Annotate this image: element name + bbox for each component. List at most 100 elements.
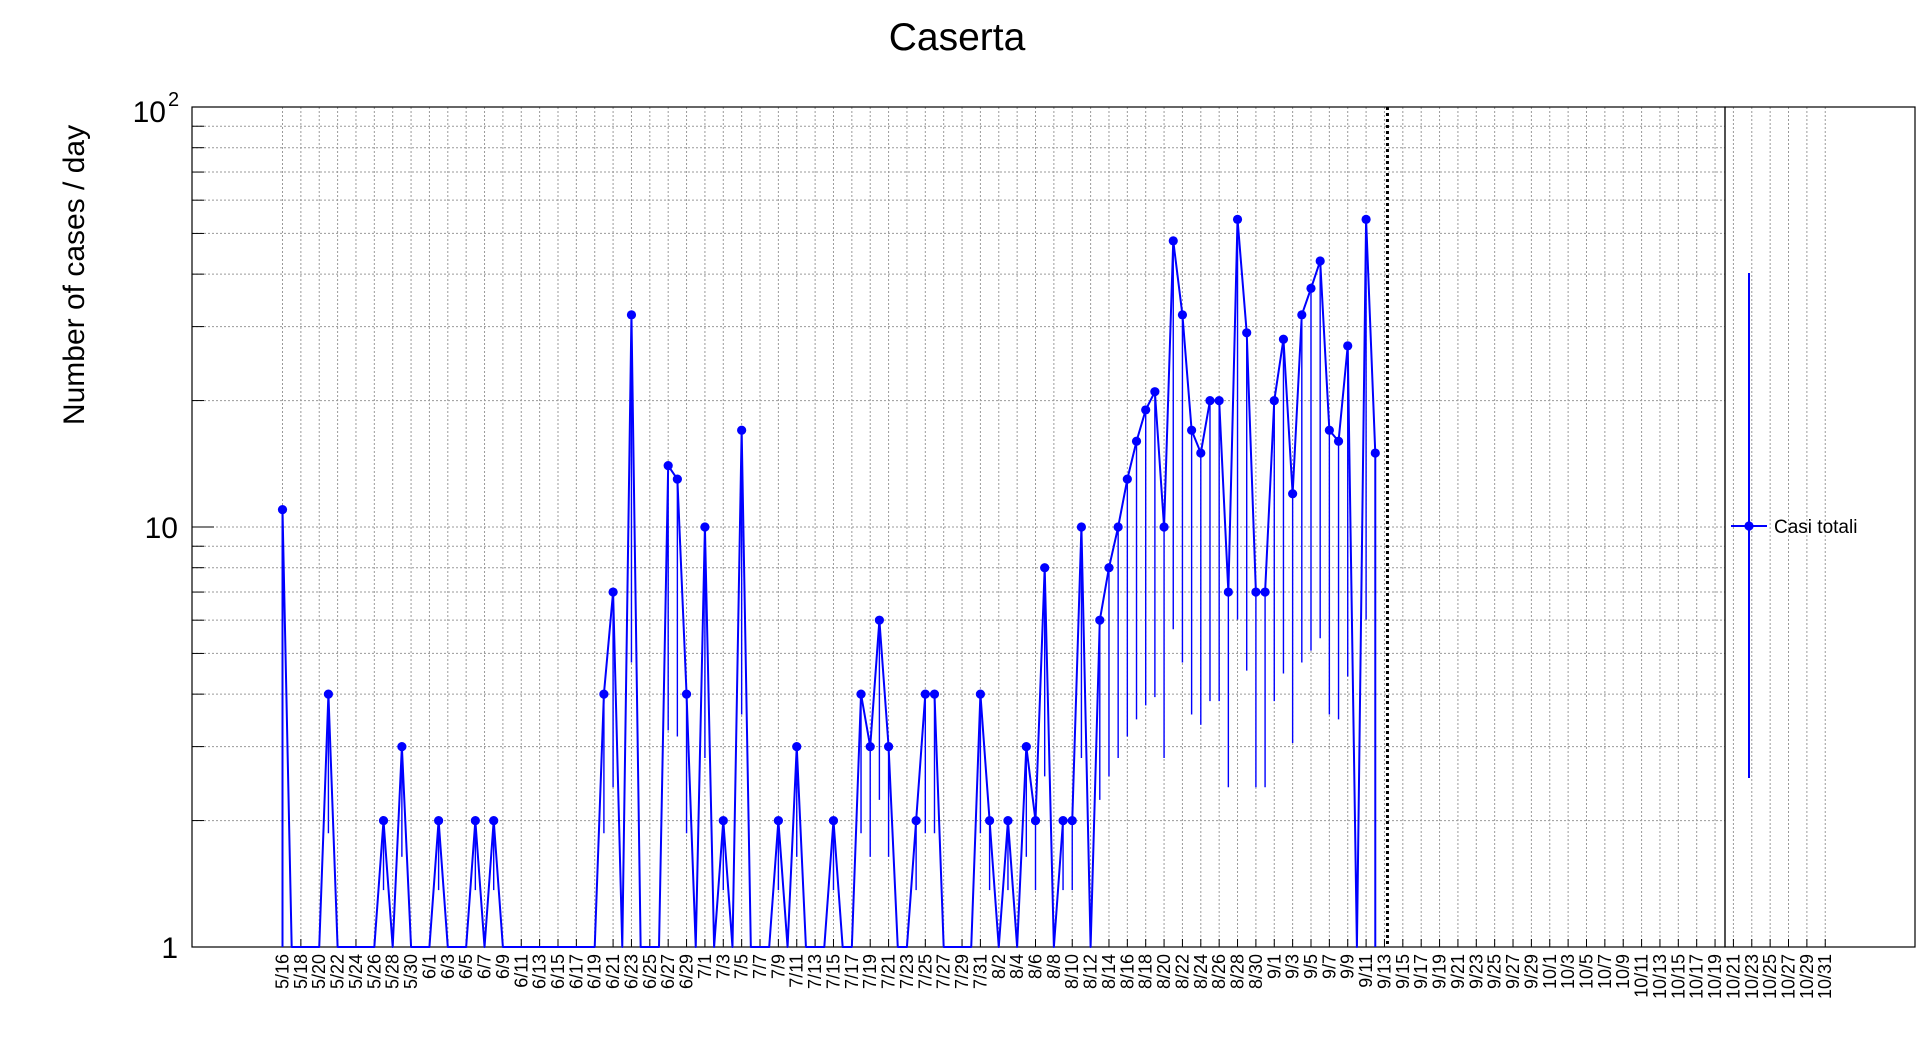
- data-point: [1343, 341, 1353, 351]
- x-tick-label: 7/17: [842, 954, 862, 989]
- x-tick-label: 10/27: [1779, 954, 1799, 999]
- data-point: [681, 689, 692, 699]
- data-point: [1324, 425, 1334, 435]
- data-point: [1297, 310, 1307, 320]
- x-tick-label: 8/30: [1246, 954, 1266, 989]
- data-point: [773, 815, 783, 826]
- x-tick-label: 7/15: [823, 954, 843, 989]
- x-tick-label: 10/13: [1650, 954, 1670, 999]
- x-tick-label: 10/9: [1613, 954, 1633, 989]
- data-point: [1315, 256, 1325, 266]
- data-point: [929, 689, 940, 699]
- x-tick-label: 6/29: [677, 954, 697, 989]
- x-tick-label: 9/27: [1503, 954, 1523, 989]
- x-tick-label: 10/21: [1723, 954, 1743, 999]
- x-tick-label: 7/23: [897, 954, 917, 989]
- legend-label: Casi totali: [1774, 517, 1857, 538]
- data-point: [1214, 395, 1224, 406]
- x-tick-label: 9/3: [1283, 954, 1303, 979]
- x-tick-label: 8/12: [1081, 954, 1101, 989]
- x-tick-label: 8/2: [989, 954, 1009, 979]
- x-tick-label: 8/10: [1062, 954, 1082, 989]
- x-tick-label: 5/24: [346, 954, 366, 989]
- x-tick-label: 9/21: [1448, 954, 1468, 989]
- data-point: [1361, 214, 1371, 224]
- x-tick-label: 5/22: [328, 954, 348, 989]
- data-point: [1177, 310, 1188, 320]
- data-point: [920, 689, 930, 699]
- x-tick-label: 5/26: [364, 954, 384, 989]
- x-tick-label: 7/5: [732, 954, 752, 979]
- x-tick-label: 10/31: [1815, 954, 1835, 999]
- x-tick-label: 6/3: [438, 954, 458, 979]
- data-point: [1095, 615, 1105, 625]
- data-point: [911, 815, 921, 826]
- y-tick-label: 10: [145, 512, 178, 545]
- data-point: [1196, 448, 1206, 458]
- x-tick-label: 6/13: [530, 954, 550, 989]
- data-point: [1104, 563, 1114, 573]
- x-tick-label: 8/6: [1026, 954, 1046, 979]
- x-tick-label: 6/27: [658, 954, 678, 989]
- data-point: [1131, 436, 1142, 446]
- data-point: [489, 815, 499, 826]
- x-tick-label: 8/14: [1099, 954, 1119, 989]
- data-point: [277, 505, 288, 515]
- data-point: [883, 742, 894, 752]
- data-point: [663, 461, 673, 471]
- x-tick-label: 10/25: [1760, 954, 1780, 999]
- x-tick-label: 7/3: [713, 954, 733, 979]
- x-tick-label: 10/15: [1668, 954, 1688, 999]
- x-tick-label: 5/30: [401, 954, 421, 989]
- x-tick-label: 10/23: [1742, 954, 1762, 999]
- data-point: [434, 815, 444, 826]
- data-point: [1370, 448, 1380, 458]
- x-tick-label: 6/19: [585, 954, 605, 989]
- x-tick-label: 7/29: [952, 954, 972, 989]
- x-tick-label: 6/15: [548, 954, 568, 989]
- x-tick-label: 7/31: [970, 954, 990, 989]
- x-tick-label: 6/25: [640, 954, 660, 989]
- x-tick-label: 5/16: [273, 954, 293, 989]
- x-tick-label: 10/7: [1595, 954, 1615, 989]
- x-tick-label: 6/11: [511, 954, 531, 988]
- data-point: [1058, 815, 1068, 826]
- x-tick-label: 6/23: [621, 954, 641, 989]
- data-point: [1242, 328, 1252, 338]
- x-tick-label: 5/18: [291, 954, 311, 989]
- data-point: [1288, 489, 1298, 499]
- data-point: [984, 815, 995, 826]
- data-point: [1021, 742, 1031, 752]
- data-point: [1150, 387, 1160, 397]
- data-point: [1076, 522, 1087, 532]
- series-layer: [277, 214, 1380, 948]
- data-point: [792, 742, 802, 752]
- x-tick-label: 9/15: [1393, 954, 1413, 989]
- x-tick-label: 9/19: [1430, 954, 1450, 989]
- x-tick-label: 6/1: [419, 954, 439, 979]
- data-point: [470, 815, 480, 826]
- y-axis-label: Number of cases / day: [58, 125, 91, 425]
- data-point: [1168, 236, 1178, 246]
- data-point: [1187, 425, 1197, 435]
- x-tick-label: 9/25: [1485, 954, 1505, 989]
- x-tick-label: 8/16: [1117, 954, 1137, 989]
- data-point: [378, 815, 389, 826]
- x-tick-label: 7/11: [787, 954, 807, 988]
- x-tick-label: 9/13: [1374, 954, 1394, 989]
- data-point: [1306, 283, 1316, 293]
- series-line: [281, 218, 1377, 948]
- x-tick-label: 9/1: [1264, 954, 1284, 979]
- legend-frame: [1724, 106, 1916, 948]
- data-point: [975, 689, 986, 699]
- data-point: [1251, 587, 1261, 597]
- y-tick-label-exponent: 2: [168, 89, 179, 111]
- data-point: [1333, 436, 1344, 446]
- data-point: [1232, 214, 1243, 224]
- x-tick-label: 9/29: [1521, 954, 1541, 989]
- data-point: [599, 689, 609, 699]
- x-tick-label: 8/22: [1172, 954, 1192, 989]
- data-point: [865, 742, 875, 752]
- legend-marker: [1744, 521, 1754, 531]
- data-point: [1269, 395, 1279, 406]
